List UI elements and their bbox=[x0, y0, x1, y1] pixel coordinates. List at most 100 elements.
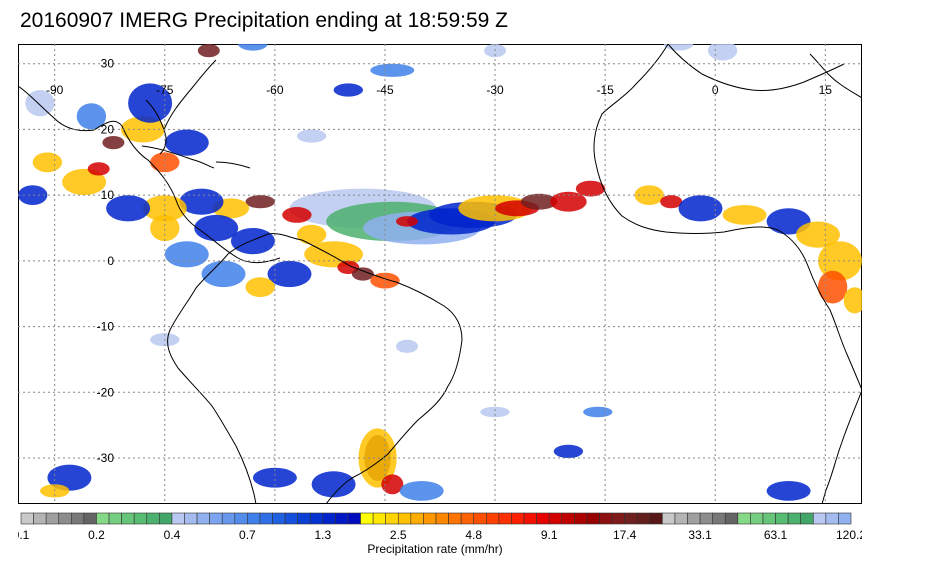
colorbar-box bbox=[498, 512, 512, 525]
lon-tick-label: 0 bbox=[712, 83, 719, 97]
precip-cell bbox=[245, 195, 275, 209]
precip-cell bbox=[311, 471, 356, 498]
colorbar-box bbox=[108, 512, 122, 525]
precip-cell bbox=[150, 152, 180, 173]
colorbar-box bbox=[184, 512, 198, 525]
precip-cell bbox=[550, 191, 587, 212]
colorbar-box bbox=[561, 512, 575, 525]
colorbar-box bbox=[146, 512, 160, 525]
precip-cell bbox=[25, 90, 55, 117]
precip-cell bbox=[230, 228, 275, 255]
precip-cell bbox=[480, 406, 510, 418]
latitude-labels: 30 20 10 0 -10 -20 -30 bbox=[97, 57, 115, 465]
precip-cell bbox=[120, 116, 165, 143]
colorbar-tick-label: 17.4 bbox=[613, 528, 637, 542]
colorbar-box bbox=[599, 512, 613, 525]
precip-cell bbox=[370, 63, 415, 77]
colorbar-box bbox=[247, 512, 261, 525]
map-title: 20160907 IMERG Precipitation ending at 1… bbox=[20, 9, 508, 32]
coastline-cuba bbox=[141, 145, 215, 169]
lat-tick-label: 0 bbox=[107, 254, 114, 268]
colorbar-box bbox=[234, 512, 248, 525]
precip-cell bbox=[87, 162, 110, 176]
colorbar-box bbox=[548, 512, 563, 525]
colorbar-box bbox=[33, 512, 47, 525]
precip-cell bbox=[707, 44, 738, 61]
coastline-hispaniola bbox=[215, 161, 251, 169]
colorbar-tick-label: 0.4 bbox=[164, 528, 181, 542]
colorbar-tick-label: 0.1 bbox=[18, 528, 30, 542]
lat-tick-label: -30 bbox=[97, 451, 115, 465]
coastlines bbox=[18, 44, 862, 504]
lon-tick-label: 15 bbox=[819, 83, 833, 97]
colorbar-tick-label: 1.3 bbox=[314, 528, 331, 542]
colorbar-box bbox=[485, 512, 500, 525]
precip-cell bbox=[796, 221, 840, 248]
colorbar-box bbox=[800, 512, 814, 525]
lon-tick-label: -45 bbox=[376, 83, 394, 97]
precip-cell bbox=[722, 205, 767, 225]
colorbar-tick-label: 0.7 bbox=[239, 528, 256, 542]
colorbar-box bbox=[636, 512, 651, 525]
lat-tick-label: 30 bbox=[101, 57, 115, 71]
colorbar-box bbox=[259, 512, 273, 525]
colorbar-box bbox=[674, 512, 688, 525]
colorbar-tick-label: 9.1 bbox=[541, 528, 558, 542]
precip-cell bbox=[102, 136, 125, 150]
colorbar-box bbox=[586, 512, 600, 525]
precip-cell bbox=[106, 195, 151, 222]
colorbar-box bbox=[196, 512, 210, 525]
colorbar-box bbox=[20, 512, 34, 525]
precip-cell bbox=[296, 224, 327, 245]
coastline-africa-north bbox=[593, 44, 862, 391]
colorbar-tick-label: 120.2 bbox=[836, 528, 862, 542]
precip-cell bbox=[766, 481, 811, 501]
precip-cell bbox=[76, 103, 107, 130]
precip-cell bbox=[575, 180, 606, 197]
colorbar-box bbox=[724, 512, 739, 525]
precip-cell bbox=[194, 214, 239, 242]
colorbar-box bbox=[523, 512, 537, 525]
precip-cell bbox=[164, 241, 209, 268]
colorbar-box bbox=[159, 512, 173, 525]
colorbar-box bbox=[372, 512, 386, 525]
coastline-italy bbox=[809, 53, 862, 99]
colorbar-box bbox=[45, 512, 60, 525]
colorbar-box bbox=[272, 512, 286, 525]
colorbar-tick-label: 63.1 bbox=[764, 528, 788, 542]
precip-cell bbox=[396, 339, 418, 353]
precipitation-map: -90 -75 -60 -45 -30 -15 0 15 30 20 10 0 -10 -20 -30 bbox=[18, 44, 862, 504]
precip-cell bbox=[62, 168, 107, 196]
colorbar-tick-label: 4.8 bbox=[465, 528, 482, 542]
colorbar-box bbox=[838, 512, 852, 525]
colorbar-box bbox=[787, 512, 801, 525]
lon-tick-label: -30 bbox=[486, 83, 504, 97]
precip-cell bbox=[179, 188, 224, 215]
colorbar: 0.1 0.2 0.4 0.7 1.3 2.5 4.8 9.1 17.4 33.1 63.1 120.… bbox=[18, 512, 862, 542]
precip-cell bbox=[47, 464, 92, 491]
precip-cell bbox=[358, 428, 397, 488]
colorbar-tick-label: 0.2 bbox=[88, 528, 105, 542]
precip-cell bbox=[678, 195, 723, 222]
colorbar-box bbox=[699, 512, 713, 525]
precip-cell bbox=[128, 83, 173, 123]
colorbar-box bbox=[96, 512, 110, 525]
precip-cell bbox=[817, 270, 848, 304]
colorbar-box bbox=[825, 512, 839, 525]
graticule bbox=[18, 44, 862, 504]
colorbar-box bbox=[762, 512, 776, 525]
colorbar-box bbox=[712, 512, 726, 525]
colorbar-box bbox=[121, 512, 135, 525]
longitude-labels: -90 -75 -60 -45 -30 -15 0 15 bbox=[46, 83, 832, 97]
lat-tick-label: 20 bbox=[101, 122, 115, 136]
precip-cell bbox=[583, 406, 613, 418]
colorbar-box bbox=[750, 512, 764, 525]
colorbar-box bbox=[133, 512, 148, 525]
colorbar-box bbox=[649, 512, 663, 525]
coastline-iberia bbox=[667, 44, 845, 91]
colorbar-box bbox=[397, 512, 412, 525]
precip-cell bbox=[32, 152, 63, 173]
lat-tick-label: -10 bbox=[97, 320, 115, 334]
precip-cell bbox=[660, 195, 683, 209]
precip-cell bbox=[267, 260, 312, 288]
